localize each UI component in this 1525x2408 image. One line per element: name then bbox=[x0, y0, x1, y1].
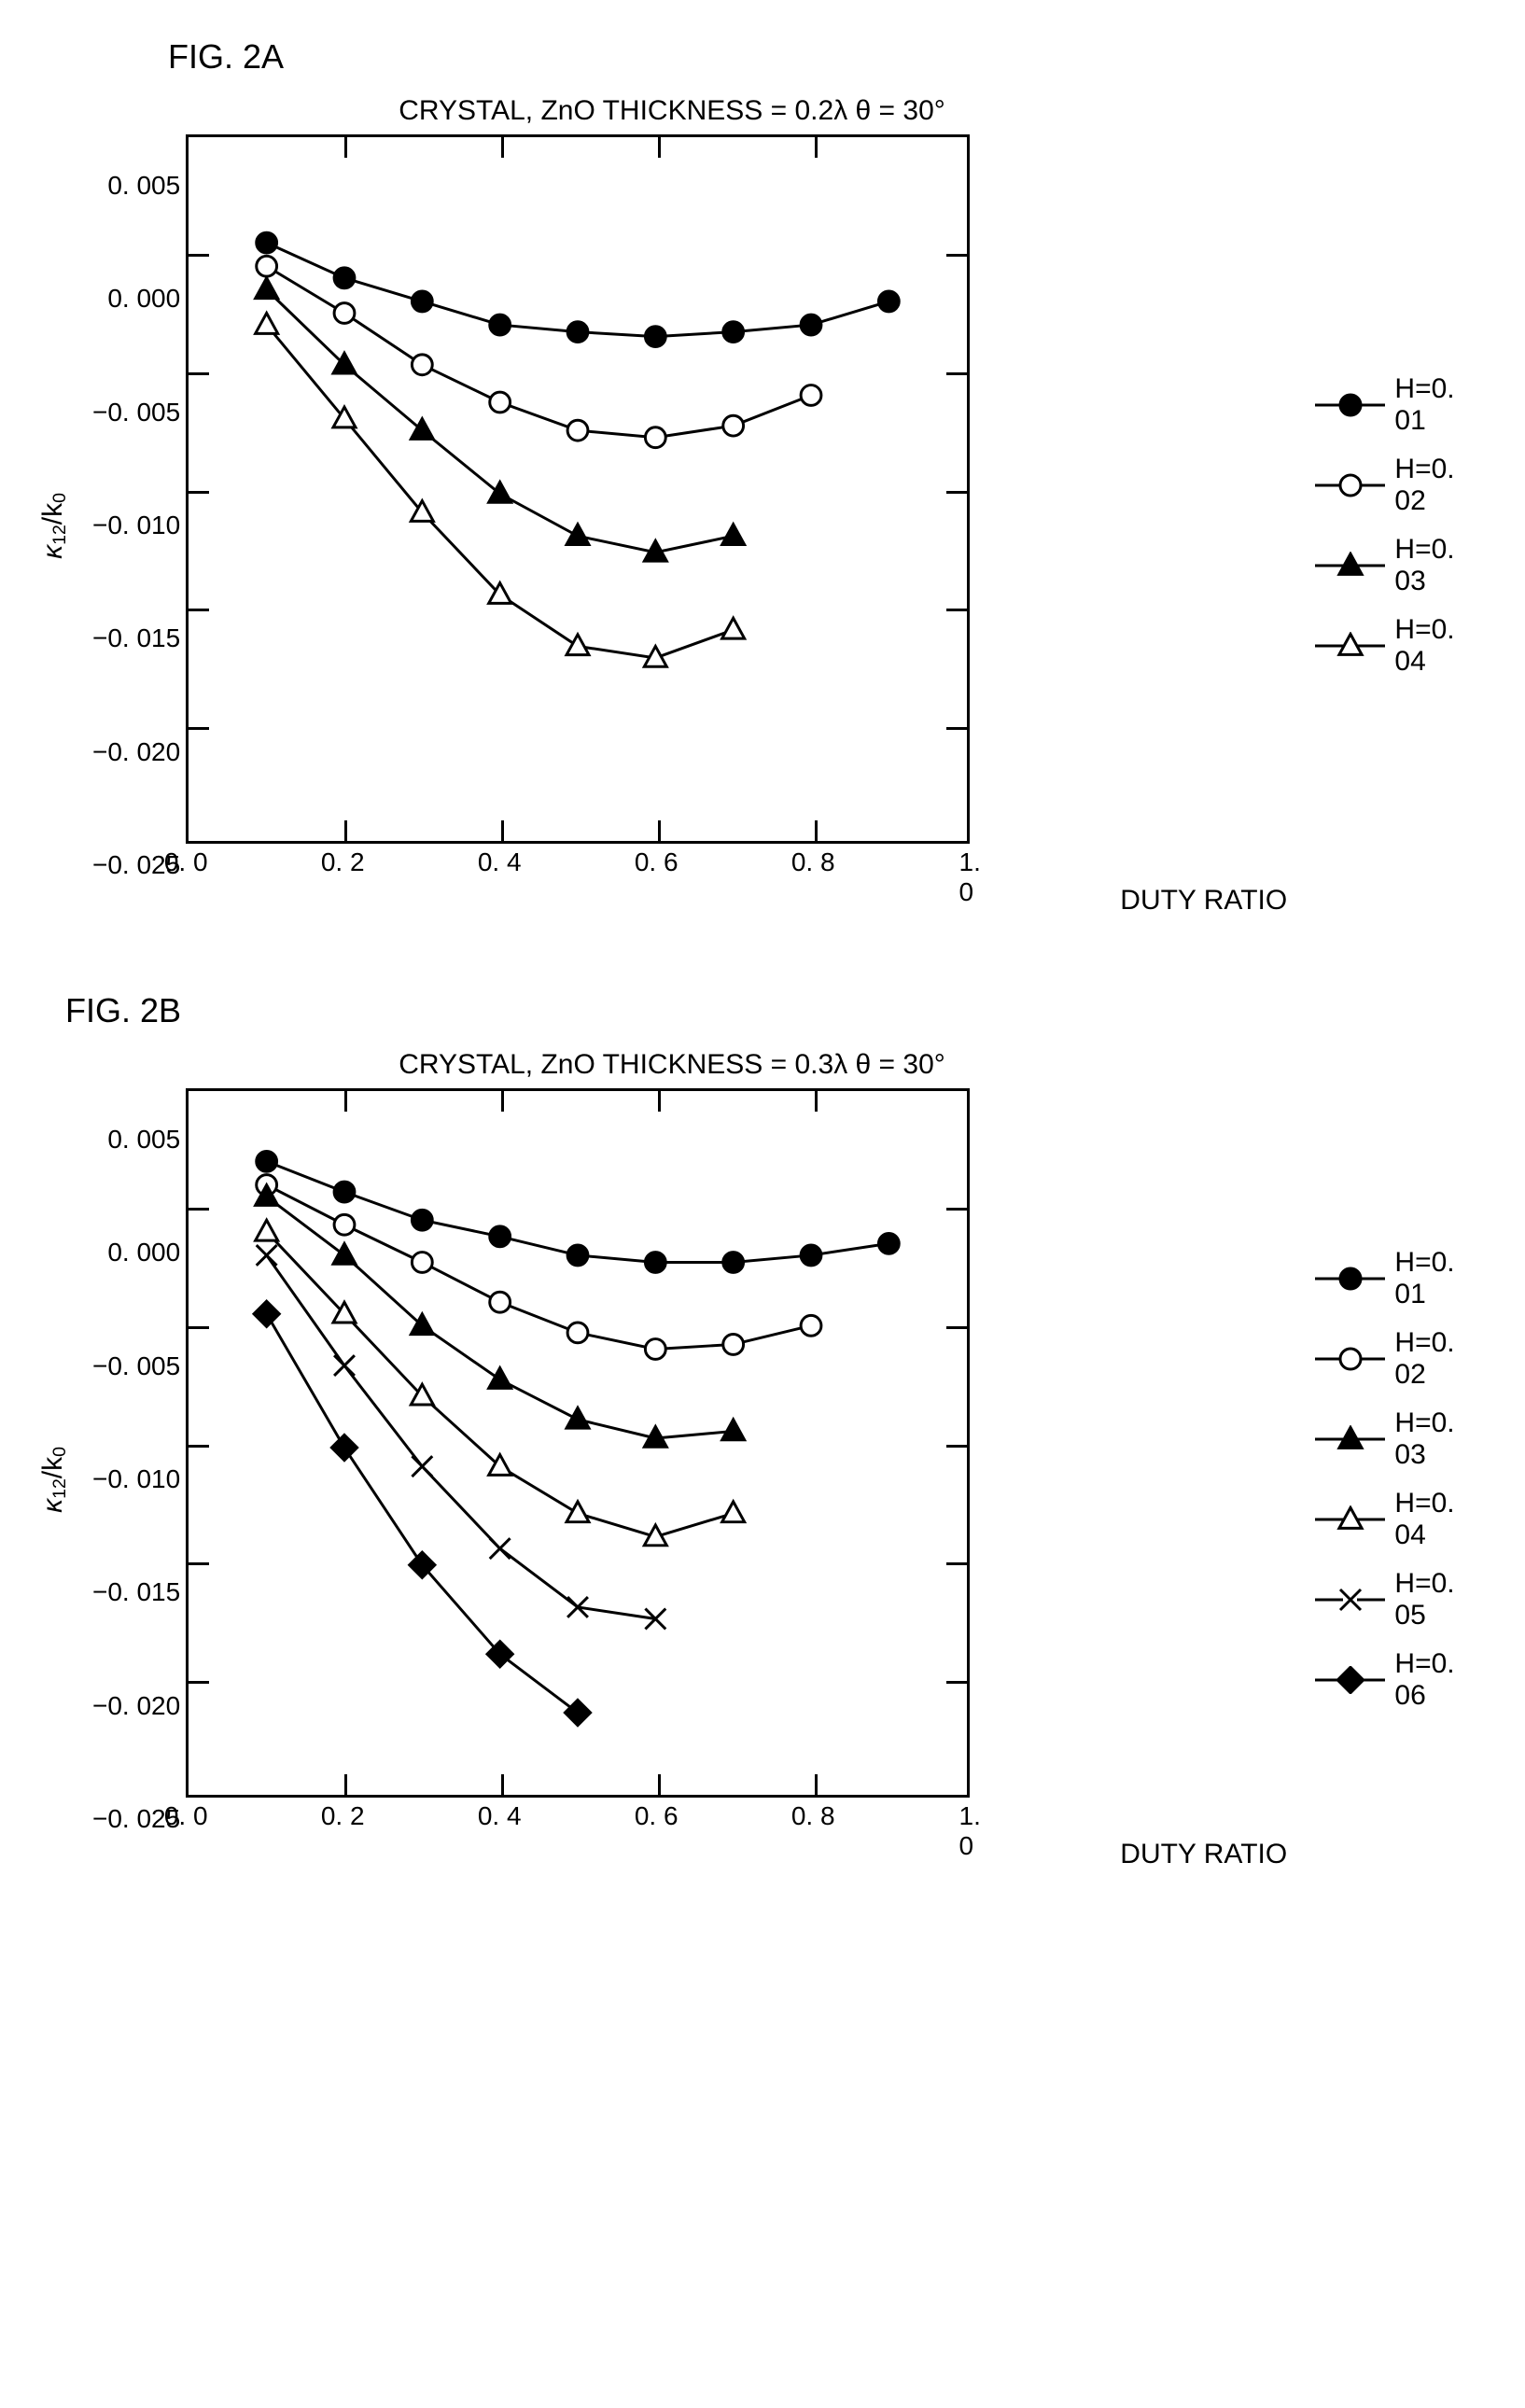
x-tick-label: 0. 0 bbox=[164, 1801, 208, 1831]
y-axis-label: κ12/k0 bbox=[37, 493, 71, 559]
legend-label: H=0. 03 bbox=[1394, 1407, 1488, 1471]
x-axis-label: DUTY RATIO bbox=[335, 1839, 1287, 1870]
y-axis-label: κ12/k0 bbox=[37, 1447, 71, 1513]
y-tick-label: 0. 005 bbox=[107, 171, 180, 201]
y-tick-label: 0. 005 bbox=[107, 1125, 180, 1155]
legend-label: H=0. 03 bbox=[1394, 534, 1488, 597]
y-tick-label: −0. 020 bbox=[92, 1691, 180, 1721]
x-tick-labels: 0. 00. 20. 40. 60. 81. 0 bbox=[186, 1798, 970, 1835]
legend-marker-filled-circle bbox=[1315, 1265, 1385, 1293]
x-tick-label: 0. 4 bbox=[478, 1801, 522, 1831]
legend: H=0. 01 H=0. 02 H=0. 03 H=0. 04 H=0. 05 … bbox=[1315, 1230, 1488, 1729]
y-tick-labels: 0. 005 0. 000 −0. 005 −0. 010 −0. 015 −0. 020… bbox=[75, 171, 180, 880]
figure-2a: FIG. 2A CRYSTAL, ZnO THICKNESS = 0.2λ θ … bbox=[37, 37, 1488, 917]
legend-item: H=0. 01 bbox=[1315, 373, 1488, 437]
legend-marker-open-triangle bbox=[1315, 1505, 1385, 1533]
x-tick-label: 0. 0 bbox=[164, 847, 208, 877]
x-tick-label: 1. 0 bbox=[959, 847, 981, 907]
legend-item: H=0. 05 bbox=[1315, 1568, 1488, 1631]
y-tick-label: −0. 015 bbox=[92, 623, 180, 653]
legend-marker-open-circle bbox=[1315, 1345, 1385, 1373]
legend-marker-filled-diamond bbox=[1315, 1666, 1385, 1694]
legend-item: H=0. 01 bbox=[1315, 1247, 1488, 1310]
legend-marker-filled-triangle bbox=[1315, 552, 1385, 580]
legend-item: H=0. 03 bbox=[1315, 534, 1488, 597]
y-tick-label: 0. 000 bbox=[107, 284, 180, 314]
legend: H=0. 01 H=0. 02 H=0. 03 H=0. 04 bbox=[1315, 357, 1488, 694]
legend-item: H=0. 03 bbox=[1315, 1407, 1488, 1471]
y-tick-labels: 0. 005 0. 000 −0. 005 −0. 010 −0. 015 −0. 020… bbox=[75, 1125, 180, 1834]
y-tick-label: −0. 010 bbox=[92, 1464, 180, 1494]
y-tick-label: 0. 000 bbox=[107, 1238, 180, 1267]
x-tick-label: 0. 2 bbox=[321, 1801, 365, 1831]
x-tick-labels: 0. 00. 20. 40. 60. 81. 0 bbox=[186, 844, 970, 881]
legend-marker-x bbox=[1315, 1586, 1385, 1614]
y-tick-label: −0. 005 bbox=[92, 1351, 180, 1381]
legend-item: H=0. 06 bbox=[1315, 1648, 1488, 1712]
y-tick-label: −0. 020 bbox=[92, 737, 180, 767]
legend-label: H=0. 01 bbox=[1394, 373, 1488, 437]
legend-marker-filled-triangle bbox=[1315, 1425, 1385, 1453]
chart-title: CRYSTAL, ZnO THICKNESS = 0.2λ θ = 30° bbox=[205, 95, 1139, 127]
x-tick-label: 0. 4 bbox=[478, 847, 522, 877]
legend-label: H=0. 01 bbox=[1394, 1247, 1488, 1310]
legend-label: H=0. 04 bbox=[1394, 614, 1488, 678]
x-tick-label: 0. 6 bbox=[635, 847, 679, 877]
y-tick-label: −0. 005 bbox=[92, 398, 180, 427]
legend-label: H=0. 02 bbox=[1394, 1327, 1488, 1391]
plot-area bbox=[186, 134, 970, 844]
x-tick-label: 0. 6 bbox=[635, 1801, 679, 1831]
legend-label: H=0. 02 bbox=[1394, 454, 1488, 517]
x-tick-label: 1. 0 bbox=[959, 1801, 981, 1861]
plot-area bbox=[186, 1088, 970, 1798]
legend-label: H=0. 04 bbox=[1394, 1488, 1488, 1551]
legend-item: H=0. 02 bbox=[1315, 1327, 1488, 1391]
x-tick-label: 0. 2 bbox=[321, 847, 365, 877]
legend-label: H=0. 05 bbox=[1394, 1568, 1488, 1631]
figure-label: FIG. 2A bbox=[168, 37, 1488, 77]
y-tick-label: −0. 010 bbox=[92, 511, 180, 540]
x-tick-label: 0. 8 bbox=[791, 847, 835, 877]
legend-label: H=0. 06 bbox=[1394, 1648, 1488, 1712]
chart-title: CRYSTAL, ZnO THICKNESS = 0.3λ θ = 30° bbox=[205, 1049, 1139, 1081]
x-tick-label: 0. 8 bbox=[791, 1801, 835, 1831]
legend-marker-open-circle bbox=[1315, 471, 1385, 499]
legend-marker-filled-circle bbox=[1315, 391, 1385, 419]
legend-marker-open-triangle bbox=[1315, 632, 1385, 660]
legend-item: H=0. 02 bbox=[1315, 454, 1488, 517]
x-axis-label: DUTY RATIO bbox=[335, 885, 1287, 917]
legend-item: H=0. 04 bbox=[1315, 614, 1488, 678]
figure-2b: FIG. 2B CRYSTAL, ZnO THICKNESS = 0.3λ θ … bbox=[37, 991, 1488, 1870]
y-tick-label: −0. 015 bbox=[92, 1577, 180, 1607]
legend-item: H=0. 04 bbox=[1315, 1488, 1488, 1551]
figure-label: FIG. 2B bbox=[65, 991, 1488, 1030]
